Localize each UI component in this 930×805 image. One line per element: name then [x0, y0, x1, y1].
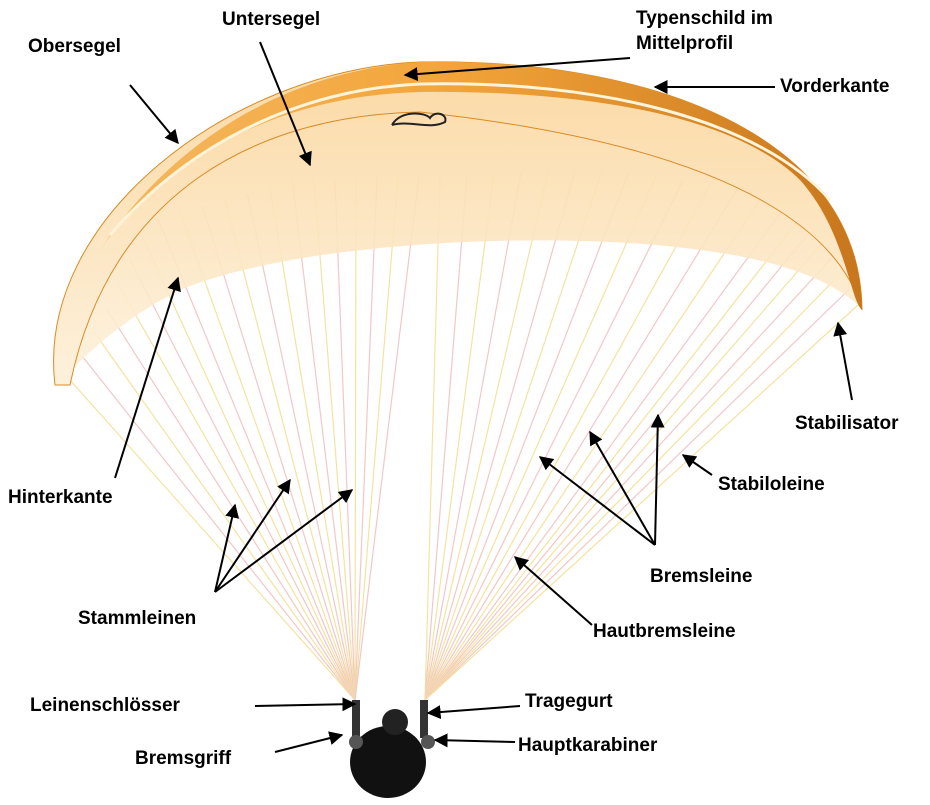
suspension-line	[425, 171, 602, 701]
suspension-line	[355, 177, 377, 700]
label: Tragegurt	[525, 691, 613, 712]
label: Hauptkarabiner	[518, 735, 658, 756]
suspension-line	[355, 176, 419, 700]
label: Stammleinen	[78, 608, 196, 629]
label: Hinterkante	[8, 487, 113, 508]
pilot	[349, 700, 435, 798]
label: Untersegel	[222, 9, 320, 30]
suspension-line	[203, 206, 356, 700]
label: Bremsgriff	[135, 748, 232, 769]
label: Bremsleine	[650, 566, 752, 587]
suspension-line	[425, 174, 467, 700]
label: Vorderkante	[780, 76, 889, 97]
suspension-line	[180, 212, 355, 700]
label: Stabiloleine	[718, 474, 825, 495]
suspension-line	[425, 171, 575, 700]
arrow	[683, 455, 712, 475]
suspension-line	[270, 188, 355, 700]
paraglider-diagram: Obersegel Untersegel Typenschild im Mittelp…	[0, 0, 930, 800]
arrow	[590, 432, 655, 545]
label: Obersegel	[28, 36, 121, 57]
label: Leinenschlösser	[30, 695, 181, 716]
suspension-line	[142, 236, 355, 700]
arrow	[838, 323, 852, 400]
suspension-line	[106, 308, 355, 700]
arrow	[255, 704, 355, 706]
suspension-line	[82, 356, 355, 700]
label: Mittelprofil	[636, 33, 733, 54]
label: Typenschild im	[636, 8, 773, 29]
suspension-line	[425, 175, 440, 700]
arrow	[428, 706, 520, 713]
arrow	[435, 740, 515, 742]
arrow	[515, 557, 592, 625]
suspension-line	[118, 284, 355, 700]
label: Hautbremsleine	[593, 621, 736, 642]
label: Stabilisator	[795, 413, 899, 434]
suspension-line	[355, 177, 398, 701]
arrow	[275, 735, 342, 752]
suspension-line	[355, 178, 356, 700]
arrow	[540, 457, 655, 545]
suspension-line	[70, 380, 355, 700]
arrow	[130, 85, 178, 143]
